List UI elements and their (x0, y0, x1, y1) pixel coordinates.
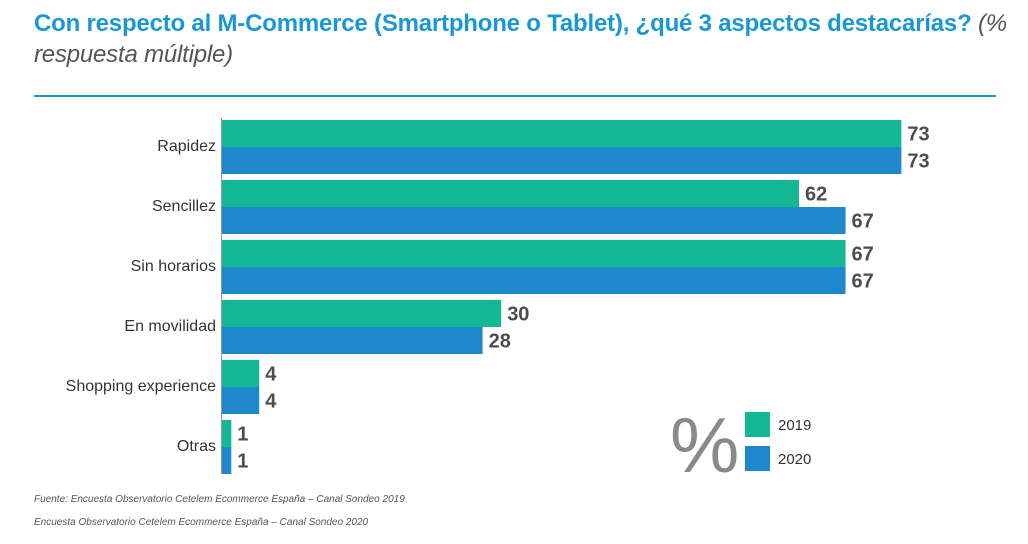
bar-en-movilidad-2019 (222, 300, 502, 327)
category-label-otras: Otras (177, 438, 216, 455)
data-label-rapidez-2019: 73 (907, 124, 929, 146)
bar-shopping-experience-2019 (222, 360, 260, 387)
bar-sencillez-2019 (222, 180, 800, 207)
legend-label-2020: 2020 (778, 451, 811, 468)
data-label-sin-horarios-2019: 67 (852, 244, 874, 266)
chart-title: Con respecto al M-Commerce (Smartphone o… (34, 8, 1014, 70)
footnote-source-2019: Fuente: Encuesta Observatorio Cetelem Ec… (34, 494, 405, 505)
bar-sencillez-2020 (222, 207, 846, 234)
data-label-shopping-experience-2020: 4 (265, 391, 277, 413)
data-label-shopping-experience-2019: 4 (265, 364, 277, 386)
percent-symbol: % (670, 401, 739, 489)
category-label-sencillez: Sencillez (152, 198, 216, 215)
category-label-en-movilidad: En movilidad (124, 318, 216, 335)
bar-chart: Rapidez 73 73 Sencillez 62 67 Sin horarios 67 67… (66, 118, 930, 489)
bar-sin-horarios-2020 (222, 267, 846, 294)
chart-title-main: Con respecto al M-Commerce (Smartphone o… (34, 10, 972, 37)
footnote-source-2020: Encuesta Observatorio Cetelem Ecommerce … (34, 517, 369, 528)
bar-otras-2019 (222, 420, 232, 447)
chart-subtitle: (% respuesta múltiple) (34, 10, 1007, 68)
legend-swatch-2020 (745, 446, 770, 471)
legend-swatch-2019 (745, 412, 770, 437)
bar-shopping-experience-2020 (222, 387, 260, 414)
data-label-otras-2019: 1 (237, 424, 248, 446)
data-label-sencillez-2019: 62 (805, 184, 827, 206)
data-label-otras-2020: 1 (237, 451, 248, 473)
data-label-sin-horarios-2020: 67 (852, 271, 874, 293)
data-label-rapidez-2020: 73 (907, 151, 929, 173)
data-label-en-movilidad-2020: 28 (489, 331, 511, 353)
bar-otras-2020 (222, 447, 232, 474)
legend-label-2019: 2019 (778, 417, 811, 434)
category-label-shopping-experience: Shopping experience (66, 378, 216, 395)
category-label-sin-horarios: Sin horarios (131, 258, 216, 275)
category-label-rapidez: Rapidez (157, 138, 216, 155)
bar-sin-horarios-2019 (222, 240, 846, 267)
bar-rapidez-2020 (222, 147, 902, 174)
data-label-en-movilidad-2019: 30 (507, 304, 529, 326)
data-label-sencillez-2020: 67 (852, 211, 874, 233)
title-divider (34, 95, 996, 97)
bar-en-movilidad-2020 (222, 327, 483, 354)
bar-rapidez-2019 (222, 120, 902, 147)
